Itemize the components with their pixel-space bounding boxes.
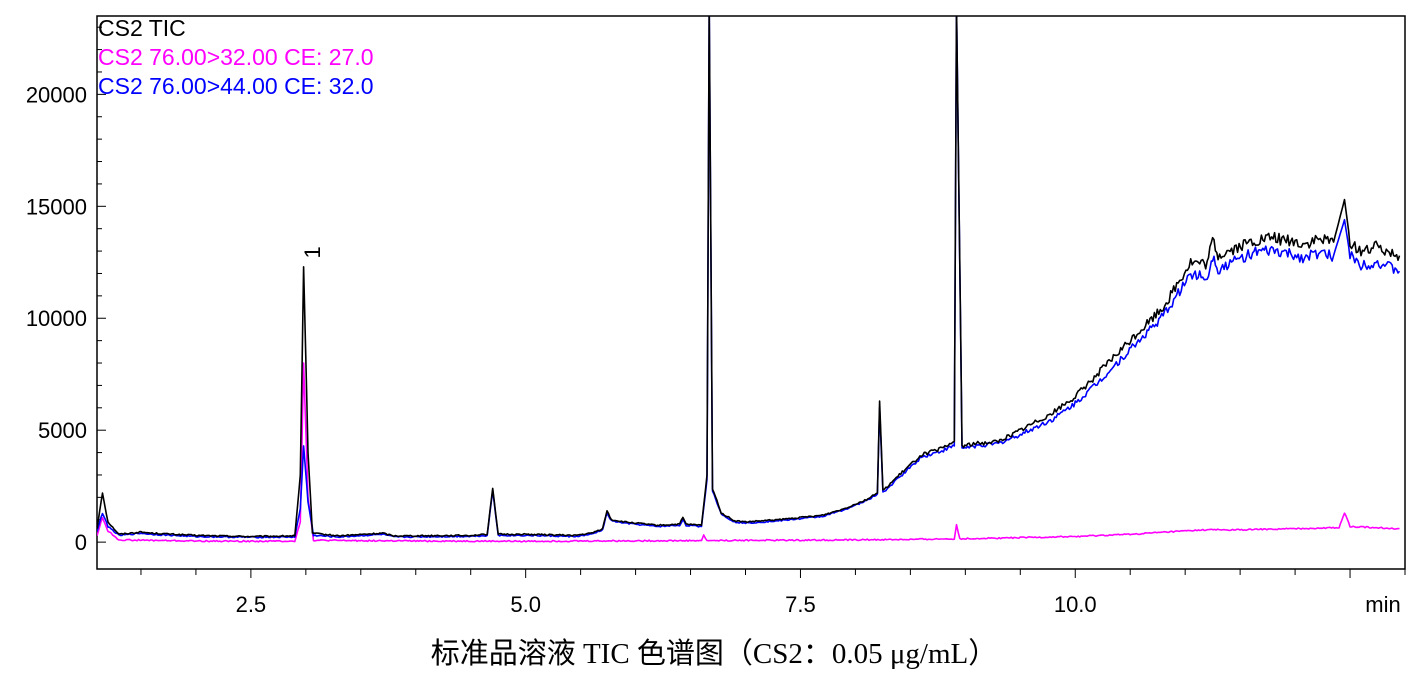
y-axis: 0 5000 10000 15000 20000 — [26, 26, 106, 555]
series-line — [97, 16, 1401, 538]
series-line — [97, 362, 1400, 543]
y-tick-label: 5000 — [38, 418, 87, 443]
legend: CS2 TIC CS2 76.00>32.00 CE: 27.0 CS2 76.00… — [98, 15, 374, 99]
y-tick-label: 20000 — [26, 82, 87, 107]
chromatogram-chart: 0 5000 10000 15000 20000 2.5 5.0 7.5 10.0 CS2 T… — [26, 15, 1406, 617]
y-tick-label: 15000 — [26, 194, 87, 219]
series-line — [97, 16, 1401, 539]
series-layer — [97, 16, 1401, 543]
peak-annotations: 1 — [300, 246, 325, 258]
y-tick-label: 0 — [75, 530, 87, 555]
x-tick-label: 10.0 — [1054, 592, 1097, 617]
plot-frame — [96, 15, 1406, 570]
figure-caption: 标准品溶液 TIC 色谱图（CS2：0.05 μg/mL） — [430, 638, 998, 670]
legend-entry: CS2 76.00>32.00 CE: 27.0 — [98, 44, 374, 70]
x-tick-label: 2.5 — [236, 592, 267, 617]
legend-entry: CS2 76.00>44.00 CE: 32.0 — [98, 73, 374, 99]
x-tick-label: 7.5 — [785, 592, 816, 617]
x-tick-label: 5.0 — [510, 592, 541, 617]
peak-label: 1 — [300, 246, 325, 258]
x-axis: 2.5 5.0 7.5 10.0 — [140, 569, 1406, 617]
y-tick-label: 10000 — [26, 306, 87, 331]
legend-entry: CS2 TIC — [98, 15, 186, 41]
x-unit-label: min — [1365, 592, 1400, 617]
